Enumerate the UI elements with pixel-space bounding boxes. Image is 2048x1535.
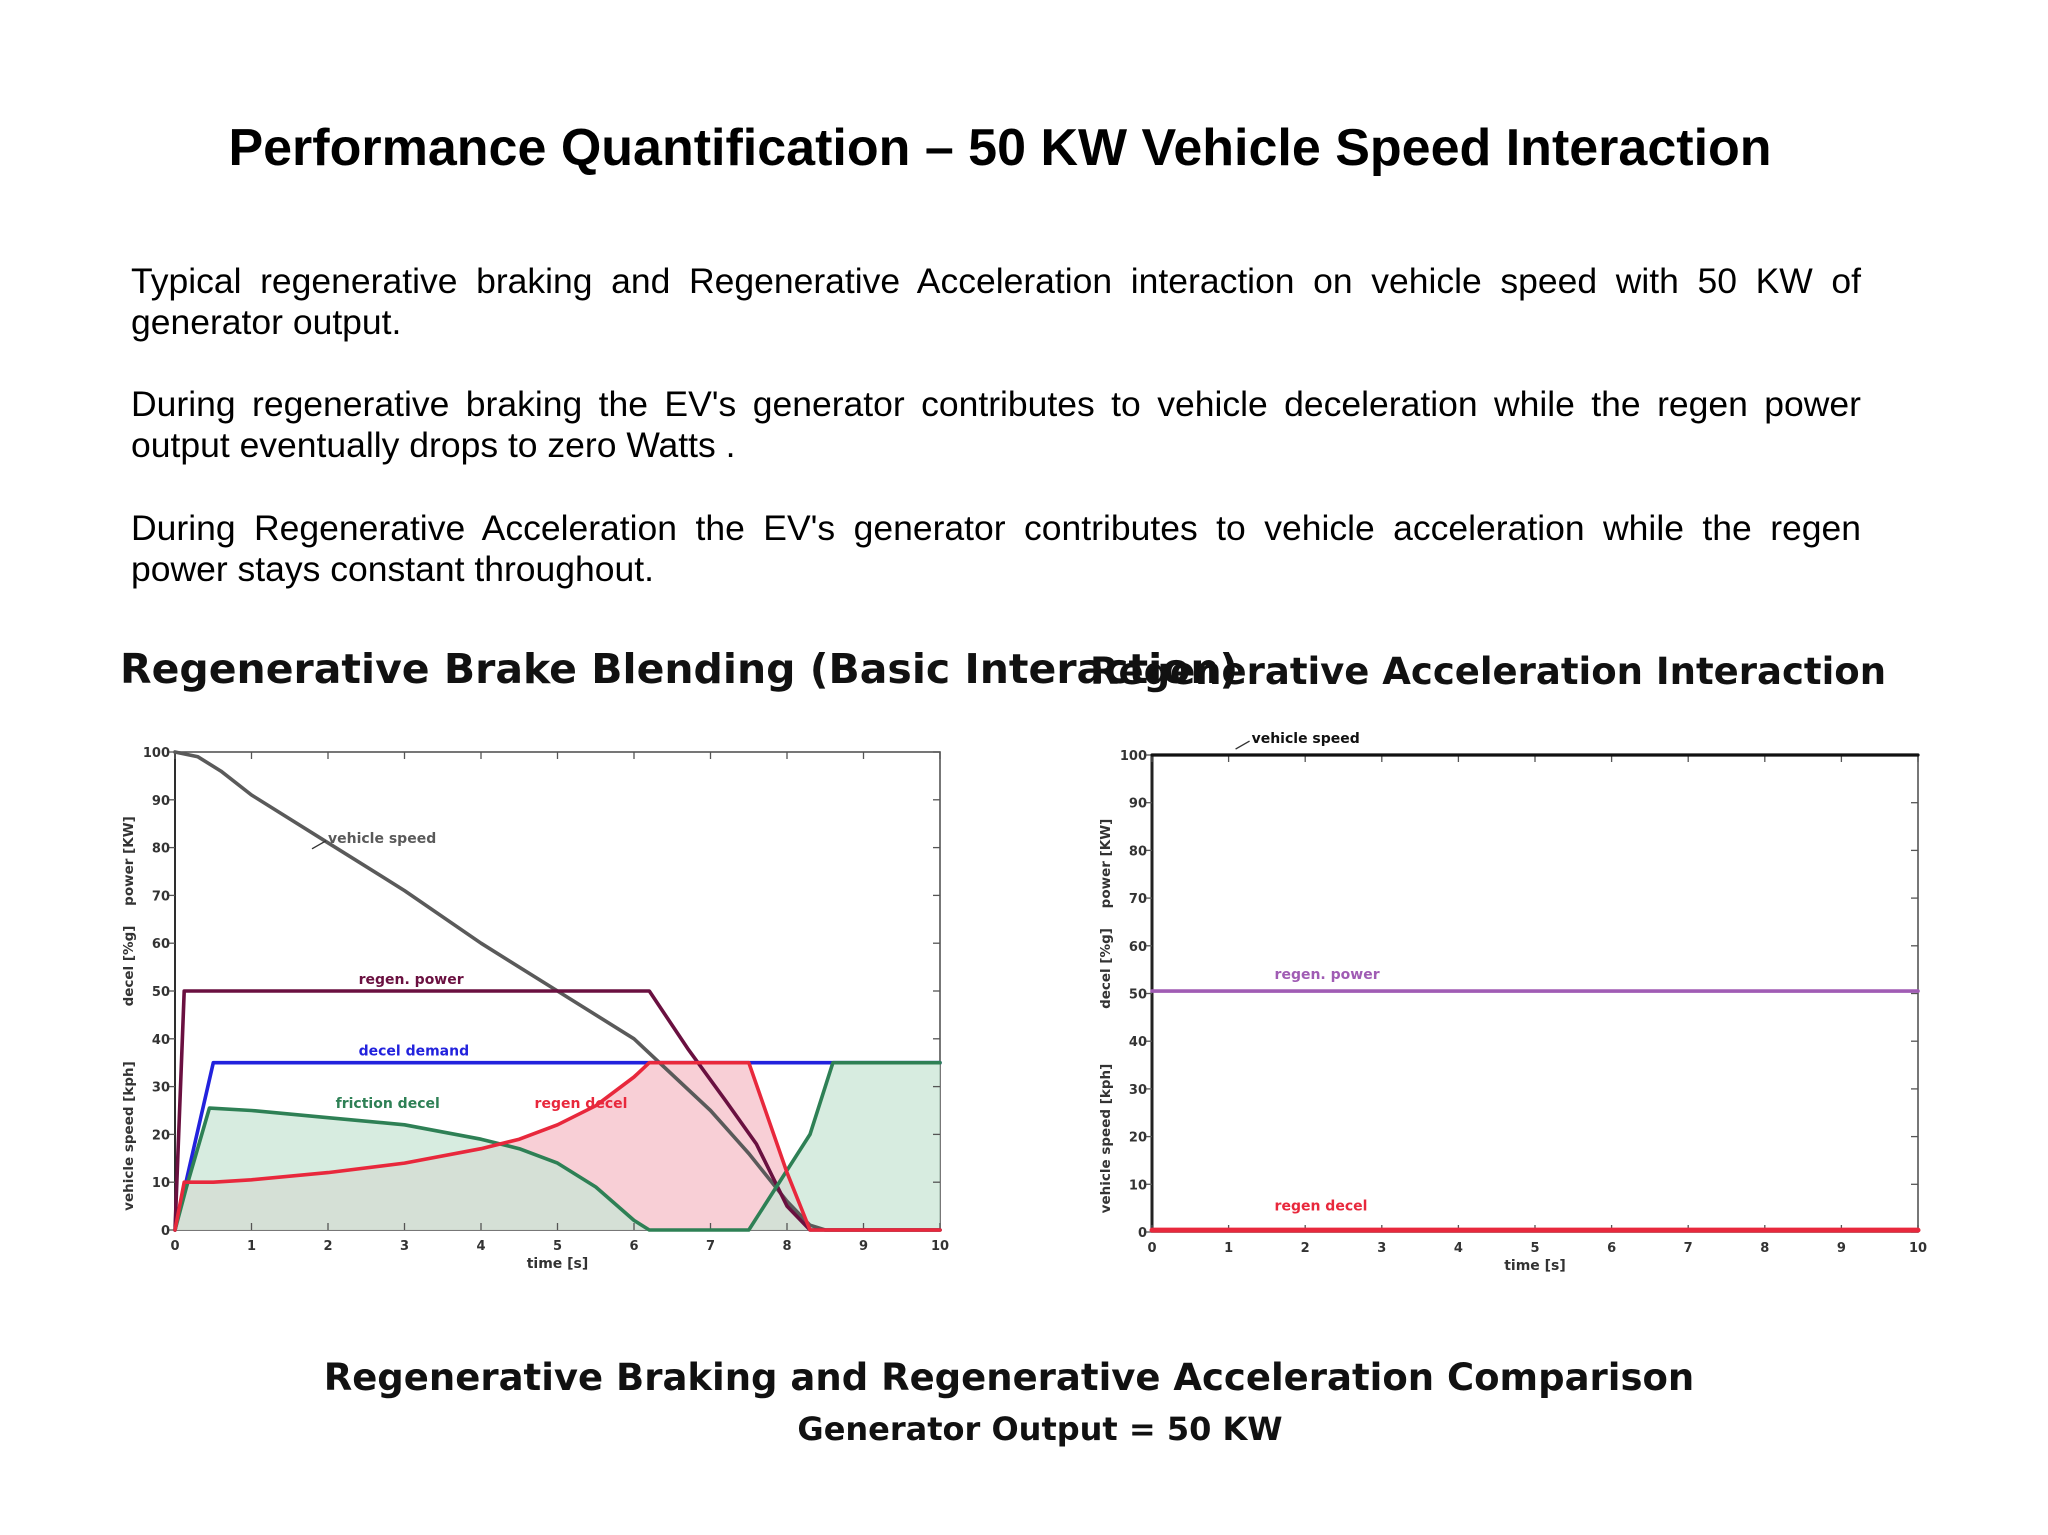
chart-1-annotation-3: friction decel: [336, 1096, 440, 1112]
chart-2-y-axis-label-2: power [KW]: [1098, 819, 1114, 909]
chart-2-annotation-leader-0: [1235, 740, 1250, 750]
chart-2-title: Regenerative Acceleration Interaction: [1090, 650, 1887, 693]
chart-1-y-tick-label-5: 50: [152, 985, 170, 1000]
chart-2-x-tick-label-3: 3: [1377, 1241, 1386, 1256]
chart-1-y-tick-label-1: 10: [152, 1176, 170, 1191]
paragraph-2: During regenerative braking the EV's gen…: [131, 384, 1861, 465]
chart-1-x-tick-label-6: 6: [629, 1239, 638, 1254]
chart-1-x-tick-label-4: 4: [476, 1239, 485, 1254]
figure-subcaption: Generator Output = 50 KW: [797, 1410, 1283, 1448]
chart-2-y-tick-label-5: 50: [1129, 988, 1147, 1003]
chart-2-annotation-0: vehicle speed: [1252, 731, 1360, 747]
chart-2-y-tick-label-6: 60: [1129, 940, 1147, 955]
chart-1-title: Regenerative Brake Blending (Basic Inter…: [120, 645, 1239, 693]
chart-2-y-tick-label-10: 100: [1120, 749, 1147, 764]
chart-1-x-tick-label-10: 10: [931, 1239, 949, 1254]
chart-1-annotation-0: vehicle speed: [328, 831, 436, 847]
chart-1-y-tick-label-9: 90: [152, 794, 170, 809]
chart-2-y-axis-label-1: decel [%g]: [1098, 928, 1114, 1009]
chart-1-y-axis-label-1: decel [%g]: [121, 926, 137, 1007]
chart-1-annotation-1: regen. power: [359, 972, 464, 988]
chart-2-x-tick-label-6: 6: [1607, 1241, 1616, 1256]
chart-2-y-tick-label-8: 80: [1129, 844, 1147, 859]
chart-2-x-tick-label-4: 4: [1454, 1241, 1463, 1256]
chart-1-y-axis-label-0: vehicle speed [kph]: [121, 1061, 137, 1211]
chart-1-x-tick-label-5: 5: [553, 1239, 562, 1254]
chart-2-y-tick-label-9: 90: [1129, 797, 1147, 812]
chart-2-x-tick-label-8: 8: [1760, 1241, 1769, 1256]
chart-2-x-tick-label-10: 10: [1909, 1241, 1927, 1256]
figure-caption: Regenerative Braking and Regenerative Ac…: [323, 1356, 1695, 1399]
chart-2-y-tick-label-1: 10: [1129, 1178, 1147, 1193]
chart-2-annotation-2: regen decel: [1275, 1199, 1368, 1215]
chart-1-y-tick-label-6: 60: [152, 937, 170, 952]
chart-1-series-line-regen-decel: [173, 1060, 942, 1232]
chart-1-x-tick-label-3: 3: [400, 1239, 409, 1254]
chart-2-x-tick-label-9: 9: [1837, 1241, 1846, 1256]
chart-1-y-tick-label-10: 100: [143, 746, 170, 761]
paragraph-3: During Regenerative Acceleration the EV'…: [131, 508, 1861, 589]
chart-2-annotation-1: regen. power: [1275, 967, 1380, 983]
chart-1-annotation-4: regen decel: [535, 1096, 628, 1112]
chart-1-annotation-leader-0: [311, 840, 327, 850]
chart-1-y-tick-label-2: 20: [152, 1128, 170, 1143]
chart-2-x-tick-label-7: 7: [1684, 1241, 1693, 1256]
chart-1-series-line-regen-power: [173, 989, 942, 1232]
chart-1-annotation-2: decel demand: [359, 1044, 470, 1060]
chart-2-x-axis-label: time [s]: [1504, 1258, 1566, 1274]
chart-1-x-tick-label-8: 8: [782, 1239, 791, 1254]
chart-2-y-tick-label-0: 0: [1138, 1226, 1147, 1241]
chart-2-y-tick-label-2: 20: [1129, 1131, 1147, 1146]
chart-1-y-tick-label-7: 70: [152, 889, 170, 904]
chart-2-y-axis-label-0: vehicle speed [kph]: [1098, 1064, 1114, 1214]
paragraph-1: Typical regenerative braking and Regener…: [131, 261, 1861, 342]
chart-1-y-tick-label-0: 0: [161, 1224, 170, 1239]
chart-2-y-tick-label-4: 40: [1129, 1035, 1147, 1050]
chart-2-x-tick-label-2: 2: [1301, 1241, 1310, 1256]
chart-1-x-tick-label-2: 2: [323, 1239, 332, 1254]
chart-2-x-tick-label-1: 1: [1224, 1241, 1233, 1256]
chart-1-x-tick-label-1: 1: [247, 1239, 256, 1254]
chart-1-friction-decel-area: [175, 1062, 940, 1230]
chart-1-x-axis-label: time [s]: [527, 1256, 589, 1272]
chart-2-y-tick-label-7: 70: [1129, 892, 1147, 907]
chart-2-x-tick-label-5: 5: [1530, 1241, 1539, 1256]
chart-1-y-tick-label-3: 30: [152, 1081, 170, 1096]
chart-1-y-axis-label-2: power [KW]: [121, 816, 137, 906]
chart-1-x-tick-label-0: 0: [170, 1239, 179, 1254]
chart-2-plot-frame: [1151, 754, 1919, 1233]
page-title: Performance Quantification – 50 KW Vehic…: [228, 119, 1772, 177]
chart-1-x-tick-label-7: 7: [706, 1239, 715, 1254]
chart-1-y-tick-label-4: 40: [152, 1033, 170, 1048]
chart-1-y-tick-label-8: 80: [152, 842, 170, 857]
chart-2-y-tick-label-3: 30: [1129, 1083, 1147, 1098]
chart-2-x-tick-label-0: 0: [1147, 1241, 1156, 1256]
chart-1-x-tick-label-9: 9: [859, 1239, 868, 1254]
chart-1-series-line-friction-decel: [173, 1060, 942, 1232]
